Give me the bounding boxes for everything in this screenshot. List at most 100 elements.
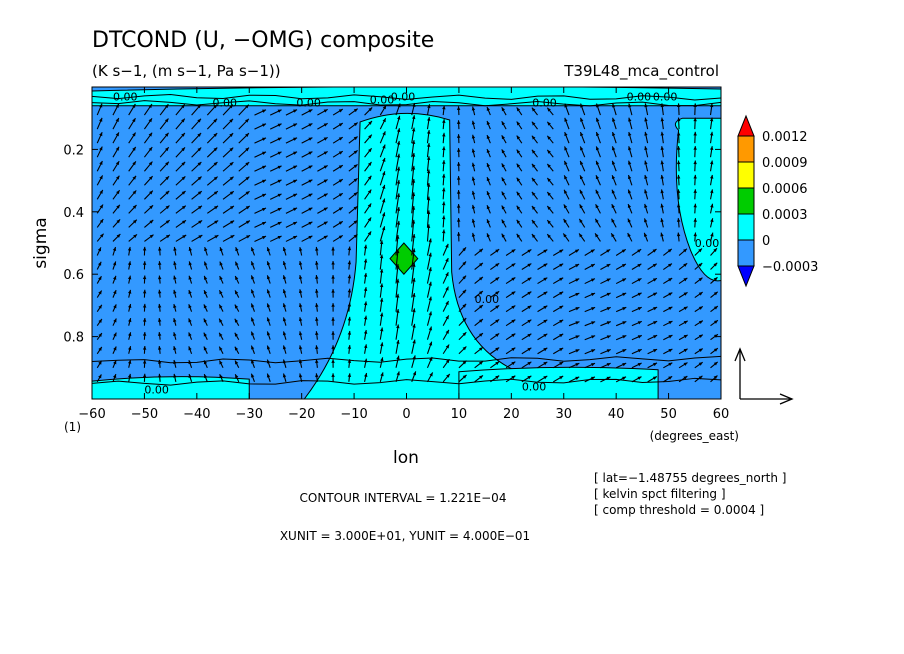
wind-vector-head: [456, 232, 461, 236]
wind-vector-head: [323, 235, 328, 239]
wind-vector-head: [559, 347, 564, 352]
wind-vector-head: [683, 306, 688, 311]
wind-vector-head: [713, 348, 718, 352]
wind-vector-head: [606, 249, 611, 253]
wind-vector-head: [495, 319, 500, 323]
wind-vector-head: [516, 233, 521, 238]
wind-vector-head: [149, 219, 154, 224]
wind-vector-head: [277, 137, 282, 141]
wind-vector-head: [99, 219, 104, 224]
wind-vector-head: [495, 361, 500, 366]
wind-vector-head: [396, 207, 401, 211]
wind-vector-head: [234, 346, 239, 351]
wind-vector-head: [323, 165, 328, 169]
wind-vector-head: [683, 348, 688, 353]
wind-vector-head: [142, 303, 147, 308]
wind-vector-head: [611, 160, 616, 165]
contour-line: [92, 355, 721, 364]
wind-vector-head: [644, 131, 648, 136]
wind-vector-head: [298, 247, 303, 251]
wind-vector-head: [471, 148, 476, 153]
wind-vector-head: [428, 296, 432, 301]
wind-vector-head: [698, 320, 703, 325]
wind-vector-head: [245, 162, 250, 166]
wind-vector-head: [595, 204, 599, 209]
wind-vector-head: [188, 374, 192, 378]
wind-vector-head: [113, 332, 117, 337]
wind-vector-head: [713, 248, 717, 253]
wind-vector-head: [471, 218, 476, 223]
wind-vector-head: [501, 135, 506, 140]
wind-vector-head: [713, 262, 718, 267]
colorbar-label: 0: [762, 234, 770, 249]
wind-vector-head: [282, 247, 287, 252]
wind-vector-head: [693, 103, 697, 108]
wind-vector-head: [158, 246, 162, 251]
wind-vector-head: [380, 342, 384, 347]
wind-vector-head: [580, 117, 584, 122]
wind-vector-head: [235, 247, 239, 252]
wind-vector-head: [396, 140, 401, 145]
wind-vector-head: [197, 104, 201, 109]
wind-vector-head: [547, 149, 551, 154]
wind-vector-head: [547, 220, 551, 224]
wind-vector-head: [213, 162, 218, 166]
wind-vector-head: [266, 317, 271, 322]
wind-vector-head: [149, 234, 154, 239]
wind-vector-head: [531, 219, 536, 224]
wind-vector-head: [148, 161, 153, 166]
wind-vector-head: [99, 189, 103, 194]
wind-vector-head: [396, 324, 400, 329]
wind-vector-head: [559, 291, 564, 296]
wind-vector-head: [428, 252, 432, 257]
wind-vector-head: [495, 249, 500, 253]
wind-vector-head: [660, 203, 664, 208]
wind-vector-head: [563, 218, 567, 223]
wind-vector-head: [298, 373, 303, 378]
wind-vector-head: [653, 335, 658, 339]
wind-vector-head: [559, 305, 564, 310]
wind-vector-head: [251, 247, 255, 252]
wind-vector-head: [116, 219, 121, 224]
wind-vector-head: [148, 104, 152, 109]
wind-vector-head: [235, 261, 239, 266]
wind-vector-head: [527, 319, 532, 324]
wind-vector-head: [347, 288, 352, 293]
wind-vector-head: [132, 103, 136, 108]
wind-vector-head: [621, 263, 626, 268]
wind-vector-head: [713, 306, 718, 310]
wind-vector-head: [338, 207, 343, 211]
wind-vector-head: [644, 218, 648, 223]
wind-vector-head: [251, 331, 255, 336]
wind-vector-head: [353, 234, 358, 239]
wind-vector-head: [338, 151, 343, 155]
wind-vector-head: [412, 233, 416, 238]
wind-vector-head: [203, 374, 208, 379]
wind-vector-head: [234, 332, 239, 337]
wind-vector-head: [363, 244, 368, 249]
wind-vector-head: [157, 346, 162, 350]
wind-vector-head: [315, 331, 319, 336]
wind-vector-head: [527, 277, 532, 281]
wind-vector-head: [315, 345, 319, 350]
wind-vector-head: [668, 362, 673, 367]
wind-vector-head: [213, 133, 218, 137]
wind-vector-head: [213, 104, 217, 109]
wind-vector-head: [698, 263, 703, 267]
wind-vector-head: [382, 105, 387, 110]
wind-vector-head: [132, 132, 136, 137]
wind-vector-head: [173, 261, 177, 266]
wind-vector-head: [262, 123, 267, 127]
wind-vector-head: [531, 191, 536, 196]
wind-vector-head: [379, 312, 384, 317]
wind-vector-head: [676, 117, 681, 122]
wind-vector-head: [628, 160, 632, 165]
wind-vector-head: [693, 117, 697, 122]
wind-vector-head: [397, 115, 401, 120]
wind-vector-head: [148, 132, 153, 137]
wind-vector-head: [323, 207, 328, 211]
wind-vector-head: [606, 376, 611, 380]
x-axis: −60 −50 −40 −30 −20 −10 0 10 20 30 40 50 60: [78, 87, 729, 422]
wind-vector-head: [683, 320, 688, 325]
wind-vector-head: [644, 203, 648, 208]
